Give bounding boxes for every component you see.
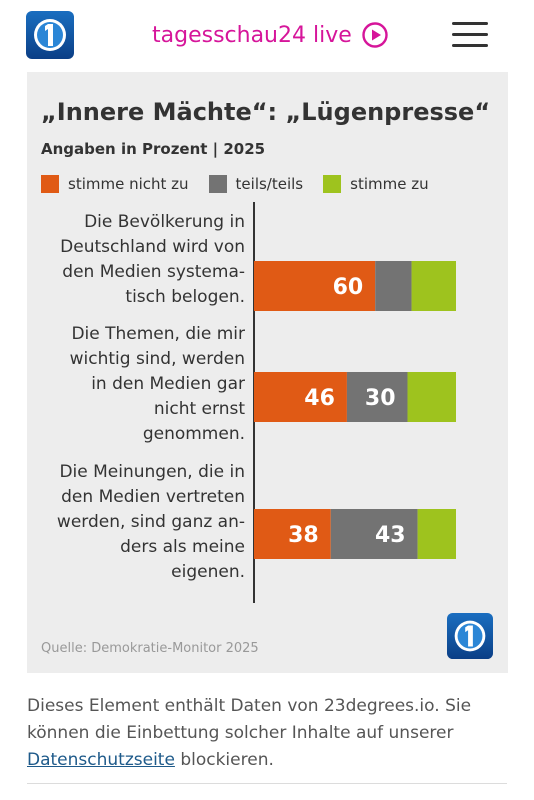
legend-swatch-agree xyxy=(323,175,342,193)
bar-segment xyxy=(346,372,408,422)
legend-item-disagree: stimme nicht zu xyxy=(41,175,189,193)
hamburger-menu-icon[interactable] xyxy=(452,22,488,48)
bar-segment xyxy=(254,261,376,311)
notice-text-before: Dieses Element enthält Daten von 23degre… xyxy=(27,696,472,743)
live-stream-link[interactable]: tagesschau24 live xyxy=(152,19,388,51)
bar-value-label: 43 xyxy=(375,523,406,548)
chart-title: „Innere Mächte“: „Lügenpresse“ xyxy=(41,98,491,126)
legend-label-partly: teils/teils xyxy=(235,175,304,193)
tagesschau-badge-icon xyxy=(447,613,493,659)
bar-segment xyxy=(411,261,456,311)
bar-segment xyxy=(254,372,347,422)
live-stream-label: tagesschau24 live xyxy=(152,22,352,48)
embed-notice: Dieses Element enthält Daten von 23degre… xyxy=(27,693,507,774)
legend-item-agree: stimme zu xyxy=(323,175,429,193)
notice-text-after: blockieren. xyxy=(174,750,274,770)
bar-segment xyxy=(330,509,418,559)
bar-segment xyxy=(254,509,331,559)
bar-value-label: 38 xyxy=(288,523,319,548)
chart-card: „Innere Mächte“: „Lügenpresse“ Angaben i… xyxy=(27,72,508,673)
legend-item-partly: teils/teils xyxy=(208,175,304,193)
legend-swatch-disagree xyxy=(41,175,59,193)
bar-value-label: 30 xyxy=(365,386,396,411)
chart-source: Quelle: Demokratie-Monitor 2025 xyxy=(41,641,259,656)
top-bar: tagesschau24 live xyxy=(0,0,534,70)
bar-segment xyxy=(375,261,412,311)
bar-segment xyxy=(407,372,456,422)
bar-value-label: 60 xyxy=(333,275,364,300)
legend-label-disagree: stimme nicht zu xyxy=(68,175,189,193)
category-label: Die Themen, die mir wichtig sind, werden i… xyxy=(70,324,246,444)
tagesschau-logo-icon[interactable] xyxy=(26,11,74,59)
category-label: Die Meinungen, die in den Medien vertrete… xyxy=(57,462,245,582)
bar-segment xyxy=(417,509,456,559)
category-label: Die Bevölkerung in Deutschland wird von de… xyxy=(60,212,245,307)
play-circle-icon xyxy=(362,22,388,48)
legend-swatch-partly xyxy=(208,175,227,193)
stacked-bar-chart: Die Bevölkerung in Deutschland wird von de… xyxy=(57,202,456,603)
bar-value-label: 46 xyxy=(304,386,335,411)
chart-subtitle: Angaben in Prozent | 2025 xyxy=(41,140,266,158)
legend-label-agree: stimme zu xyxy=(350,175,429,193)
divider xyxy=(27,783,507,784)
chart-legend: stimme nicht zu teils/teils stimme zu xyxy=(41,174,449,194)
privacy-page-link[interactable]: Datenschutzseite xyxy=(27,750,175,770)
